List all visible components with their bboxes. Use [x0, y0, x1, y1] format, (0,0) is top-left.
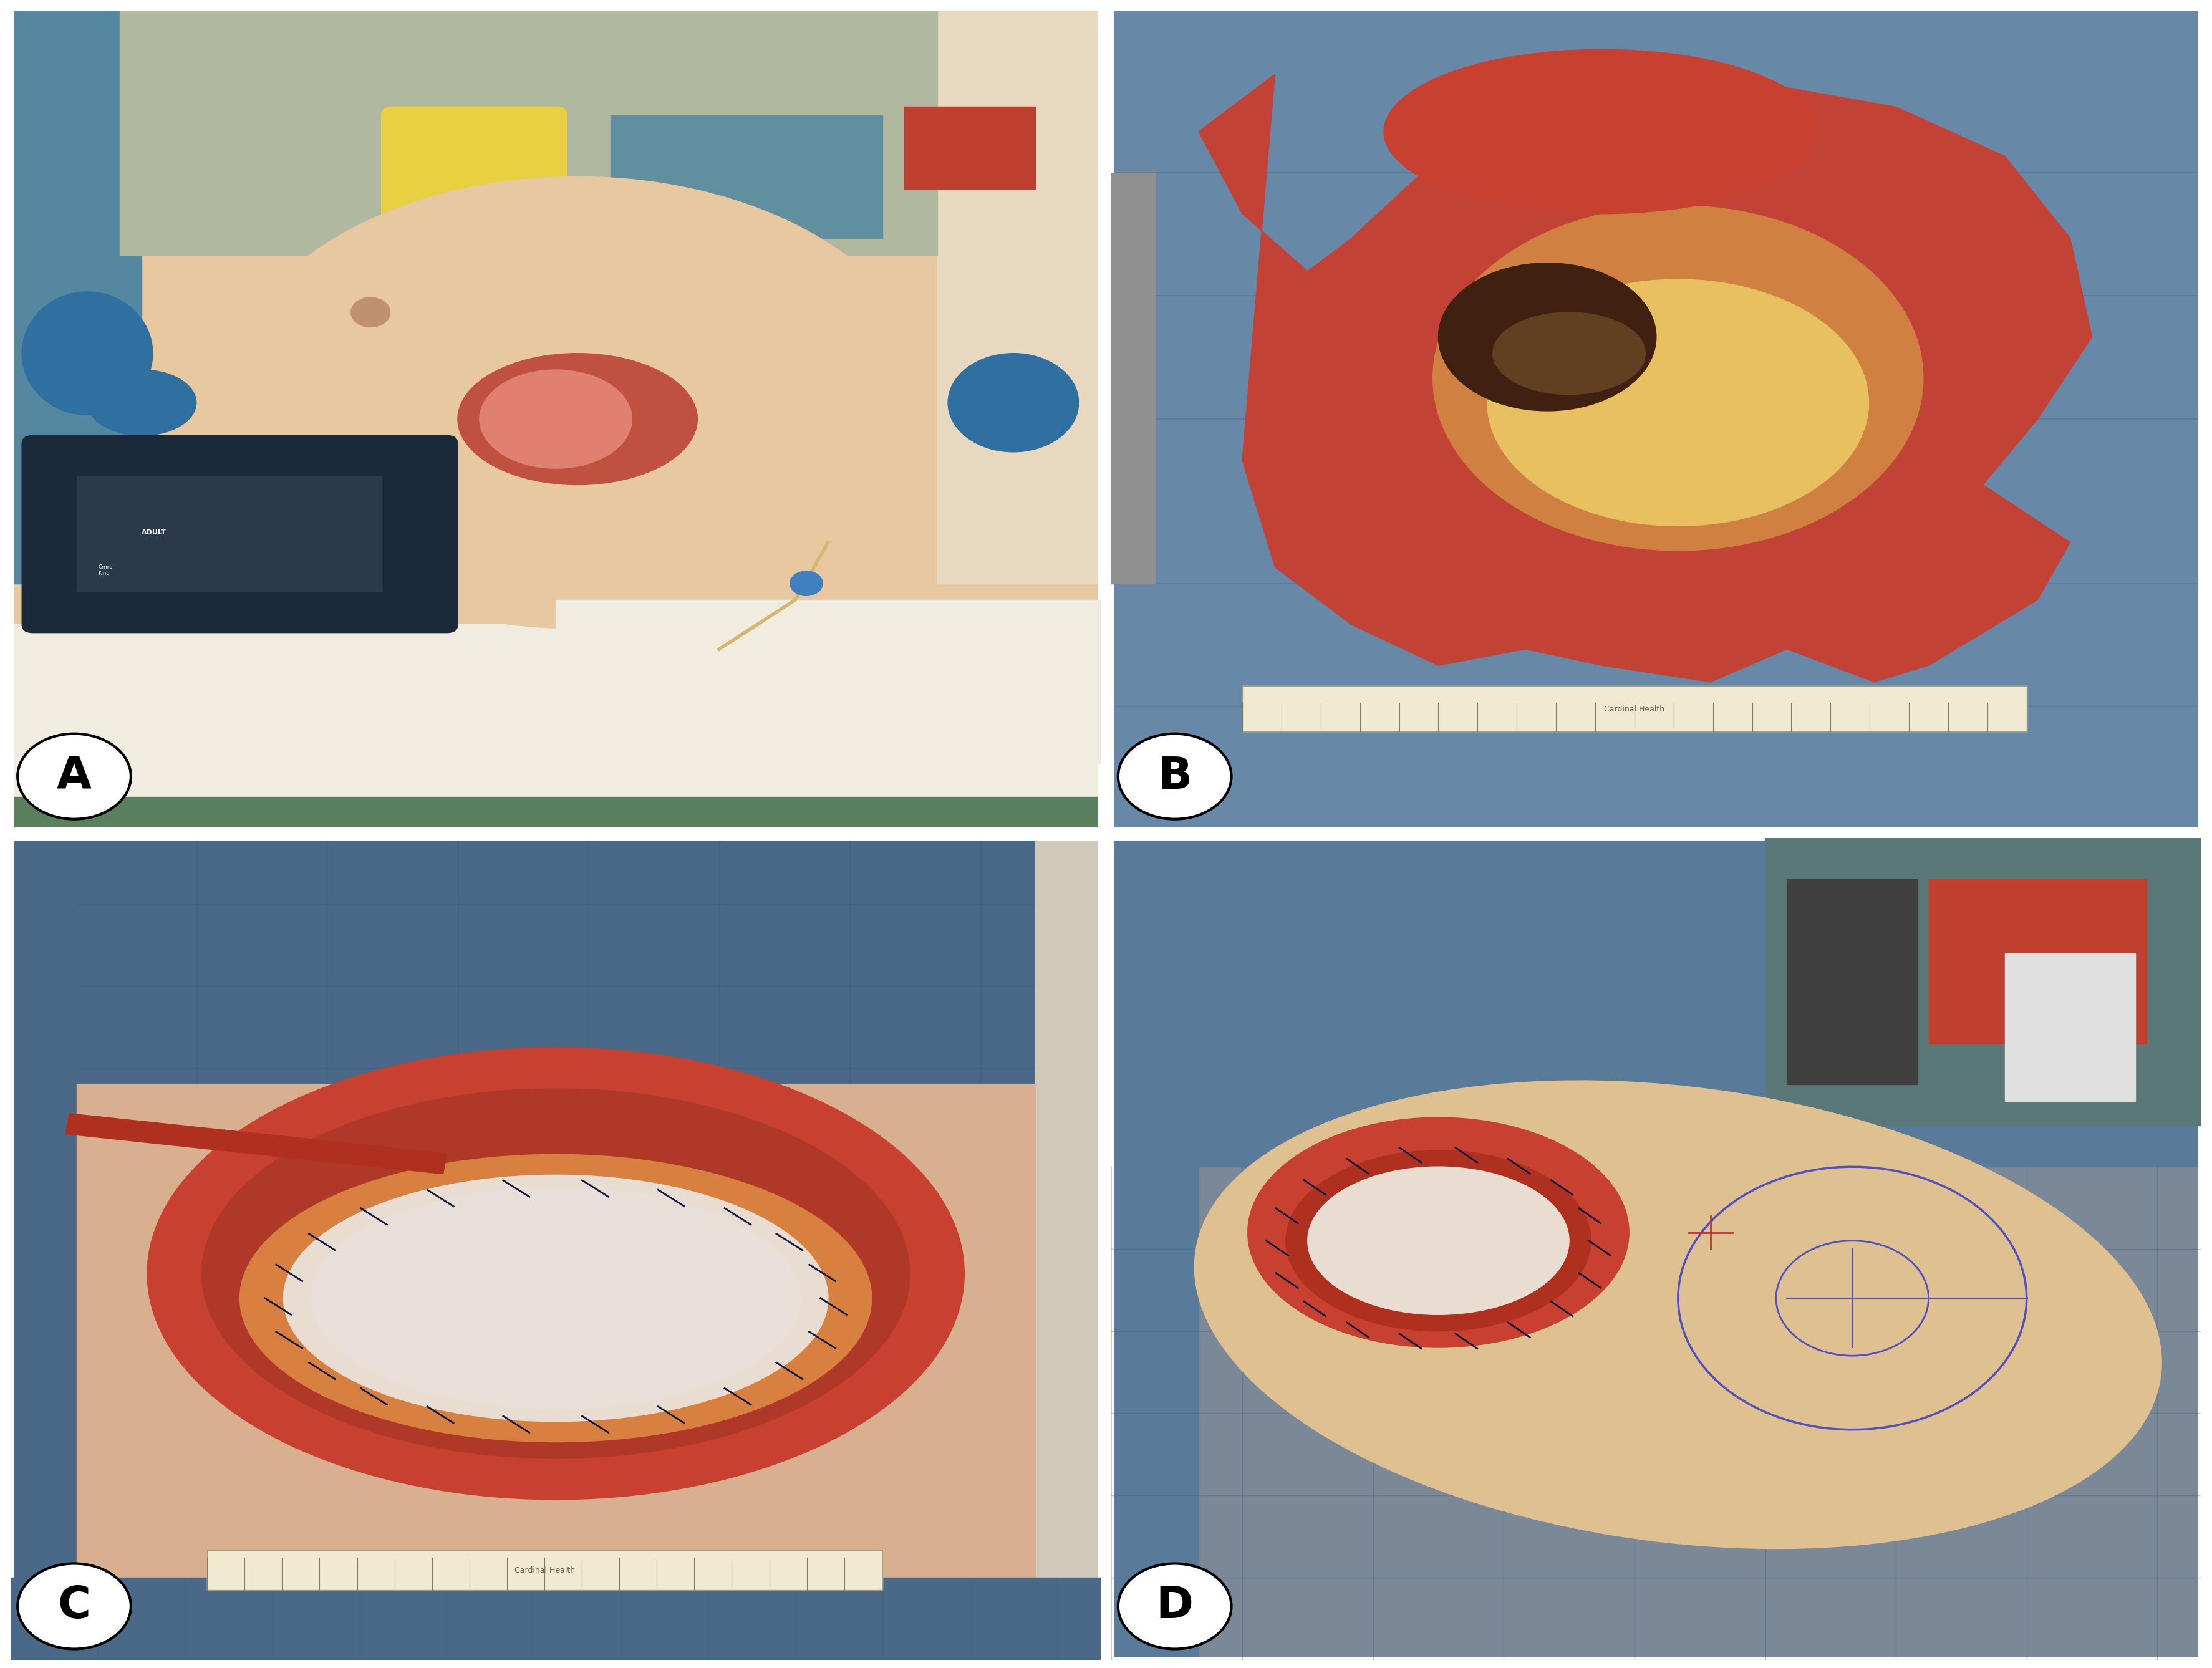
Bar: [11, 8, 142, 584]
Bar: [11, 624, 1102, 831]
FancyBboxPatch shape: [22, 435, 458, 632]
Circle shape: [790, 570, 823, 595]
Ellipse shape: [480, 370, 633, 469]
Ellipse shape: [1248, 1118, 1628, 1348]
Circle shape: [1117, 1563, 1232, 1650]
Bar: [905, 107, 1035, 188]
Bar: [1035, 837, 1102, 1660]
Bar: [1787, 879, 1918, 1084]
Bar: [1243, 686, 2026, 731]
Bar: [1243, 686, 2026, 731]
Bar: [208, 1550, 883, 1590]
Text: Cardinal Health: Cardinal Health: [1604, 706, 1666, 714]
Ellipse shape: [201, 1089, 909, 1458]
Circle shape: [352, 297, 389, 327]
Bar: [555, 600, 1102, 764]
FancyBboxPatch shape: [380, 107, 566, 222]
Text: A: A: [58, 756, 91, 797]
Ellipse shape: [1438, 264, 1657, 410]
Ellipse shape: [148, 1048, 964, 1500]
Ellipse shape: [1493, 312, 1646, 394]
Circle shape: [18, 1563, 131, 1650]
Bar: [208, 1550, 883, 1590]
Circle shape: [1117, 734, 1232, 819]
Bar: [11, 797, 1102, 831]
Ellipse shape: [949, 354, 1079, 452]
Bar: [1929, 879, 2146, 1044]
Ellipse shape: [86, 370, 197, 435]
Bar: [938, 8, 1102, 584]
Bar: [11, 837, 1102, 1101]
Ellipse shape: [283, 1174, 827, 1421]
Text: Cardinal Health: Cardinal Health: [515, 1566, 575, 1575]
Ellipse shape: [1385, 50, 1820, 214]
Ellipse shape: [458, 354, 697, 485]
Bar: [11, 8, 1102, 379]
Ellipse shape: [223, 177, 931, 629]
Circle shape: [18, 734, 131, 819]
Bar: [66, 1114, 447, 1174]
Bar: [1110, 173, 1155, 584]
Ellipse shape: [1433, 205, 1922, 550]
Ellipse shape: [1194, 1081, 2161, 1548]
Bar: [77, 477, 380, 592]
Text: D: D: [1157, 1585, 1194, 1628]
Bar: [77, 1084, 1035, 1618]
Ellipse shape: [22, 292, 153, 415]
Bar: [11, 255, 1102, 707]
Bar: [2004, 952, 2135, 1101]
Ellipse shape: [310, 1188, 801, 1409]
Bar: [611, 115, 883, 239]
Ellipse shape: [1307, 1168, 1568, 1314]
Ellipse shape: [1285, 1151, 1590, 1331]
Text: Omron
King: Omron King: [97, 564, 115, 577]
Bar: [1765, 837, 2201, 1126]
Text: B: B: [1157, 756, 1192, 797]
Bar: [119, 8, 938, 255]
Text: C: C: [58, 1585, 91, 1628]
Bar: [11, 837, 77, 1660]
Bar: [11, 1578, 1102, 1660]
Bar: [1110, 837, 1199, 1660]
Bar: [1110, 837, 2201, 1168]
Ellipse shape: [239, 1154, 872, 1441]
Ellipse shape: [1486, 280, 1869, 525]
Text: ADULT: ADULT: [142, 529, 166, 535]
Polygon shape: [1199, 73, 2093, 682]
